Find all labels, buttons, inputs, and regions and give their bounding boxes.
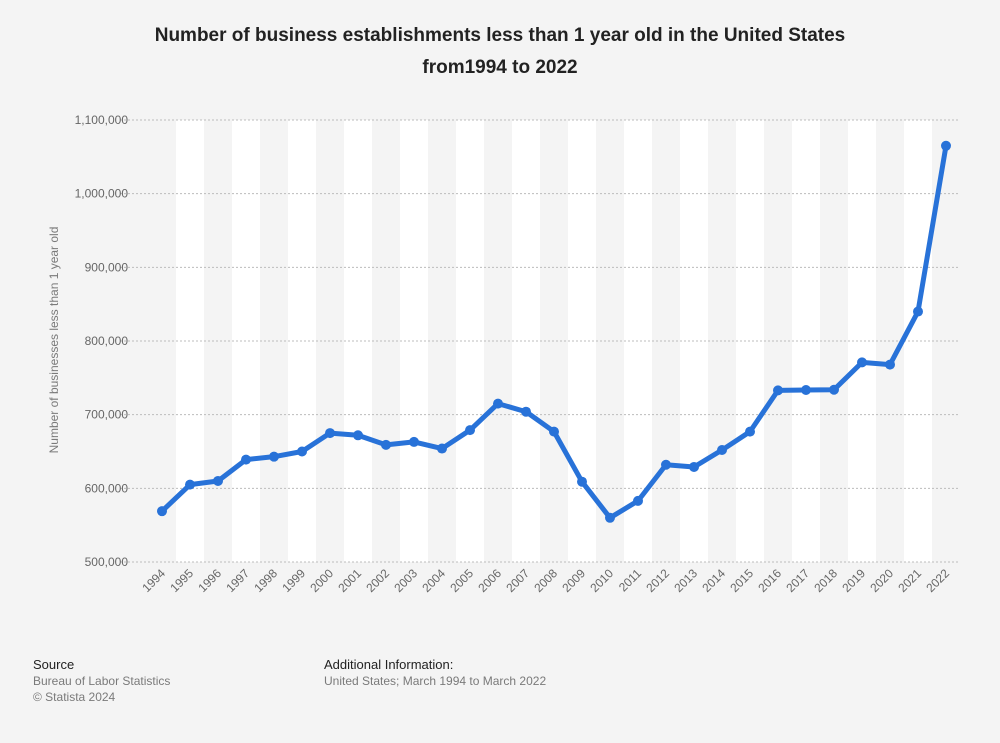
x-tick-label: 1994 [139, 566, 168, 595]
data-point-2004[interactable] [437, 443, 447, 454]
x-tick-label: 2017 [783, 566, 812, 595]
y-tick-label: 700,000 [85, 408, 129, 422]
x-tick-label: 2019 [839, 566, 868, 595]
data-point-2020[interactable] [885, 359, 895, 370]
data-point-2016[interactable] [773, 385, 783, 396]
x-tick-label: 2000 [307, 566, 336, 595]
data-point-2022[interactable] [941, 140, 951, 151]
x-tick-label: 2002 [363, 566, 392, 595]
data-point-2008[interactable] [549, 426, 559, 437]
x-tick-label: 2022 [923, 566, 952, 595]
y-tick-label: 1,100,000 [75, 113, 129, 127]
x-tick-label: 2007 [503, 566, 532, 595]
data-point-2000[interactable] [325, 428, 335, 439]
data-point-2021[interactable] [913, 306, 923, 317]
x-tick-label: 2011 [616, 566, 644, 594]
x-tick-label: 2001 [335, 566, 364, 595]
x-tick-label: 1996 [195, 566, 224, 595]
chart-title-line-2: from1994 to 2022 [422, 57, 578, 78]
data-point-2010[interactable] [605, 512, 615, 523]
x-tick-label: 1997 [223, 566, 252, 595]
x-tick-label: 2005 [447, 566, 476, 595]
y-tick-label: 800,000 [85, 334, 129, 348]
x-tick-label: 2010 [587, 566, 616, 595]
source-heading: Source [33, 657, 75, 672]
x-tick-label: 2016 [755, 566, 784, 595]
additional-info-block: Additional Information: United States; M… [324, 657, 546, 689]
data-point-2003[interactable] [409, 436, 419, 447]
x-tick-label: 2020 [867, 566, 896, 595]
data-point-2013[interactable] [689, 461, 699, 472]
y-axis-ticks: 500,000 600,000 700,000 800,000 900,000 1,000… [75, 113, 129, 569]
x-tick-label: 2015 [727, 566, 756, 595]
y-tick-label: 600,000 [85, 481, 129, 495]
y-axis-label: Number of businesses less than 1 year ol… [47, 227, 61, 454]
data-point-1997[interactable] [241, 454, 251, 465]
data-point-2017[interactable] [801, 384, 811, 395]
y-tick-label: 500,000 [85, 555, 129, 569]
x-tick-label: 2009 [559, 566, 588, 595]
data-points [157, 140, 951, 523]
x-axis-ticks: 1994 1995 1996 1997 1998 1999 2000 2001 2002 2003… [139, 566, 952, 595]
data-point-1999[interactable] [297, 446, 307, 457]
data-point-2009[interactable] [577, 476, 587, 487]
y-tick-label: 1,000,000 [75, 187, 129, 201]
data-point-2006[interactable] [493, 398, 503, 409]
data-point-1998[interactable] [269, 451, 279, 462]
data-point-2005[interactable] [465, 425, 475, 436]
y-tick-label: 900,000 [85, 260, 129, 274]
source-block: Source Bureau of Labor Statistics © Stat… [33, 657, 170, 705]
x-tick-label: 2014 [699, 566, 728, 595]
data-point-1996[interactable] [213, 475, 223, 486]
data-point-2007[interactable] [521, 406, 531, 417]
additional-info-heading: Additional Information: [324, 657, 454, 672]
data-point-2018[interactable] [829, 384, 839, 395]
x-tick-label: 2021 [895, 566, 924, 595]
x-tick-label: 2004 [419, 566, 448, 595]
data-point-2015[interactable] [745, 426, 755, 437]
data-point-2014[interactable] [717, 445, 727, 456]
x-tick-label: 2013 [671, 566, 700, 595]
data-point-2012[interactable] [661, 459, 671, 470]
chart-title: Number of business establishments less t… [100, 20, 900, 84]
series-line [159, 143, 949, 521]
x-tick-label: 2018 [811, 566, 840, 595]
additional-info-text: United States; March 1994 to March 2022 [324, 674, 547, 688]
line-chart: 500,000 600,000 700,000 800,000 900,000 1,000… [47, 113, 960, 595]
x-tick-label: 2008 [531, 566, 560, 595]
data-point-2002[interactable] [381, 439, 391, 450]
x-tick-label: 1995 [167, 566, 196, 595]
x-tick-label: 1999 [279, 566, 308, 595]
data-point-2019[interactable] [857, 357, 867, 368]
x-tick-label: 2006 [475, 566, 504, 595]
data-point-2001[interactable] [353, 430, 363, 441]
gridlines [120, 119, 960, 563]
x-tick-label: 2003 [391, 566, 420, 595]
copyright: © Statista 2024 [33, 690, 116, 704]
source-name: Bureau of Labor Statistics [33, 674, 171, 688]
data-point-1995[interactable] [185, 479, 195, 490]
chart-title-line-1: Number of business establishments less t… [154, 25, 846, 46]
x-tick-label: 2012 [643, 566, 672, 595]
data-point-1994[interactable] [157, 506, 167, 517]
x-tick-label: 1998 [251, 566, 280, 595]
data-point-2011[interactable] [633, 495, 643, 506]
